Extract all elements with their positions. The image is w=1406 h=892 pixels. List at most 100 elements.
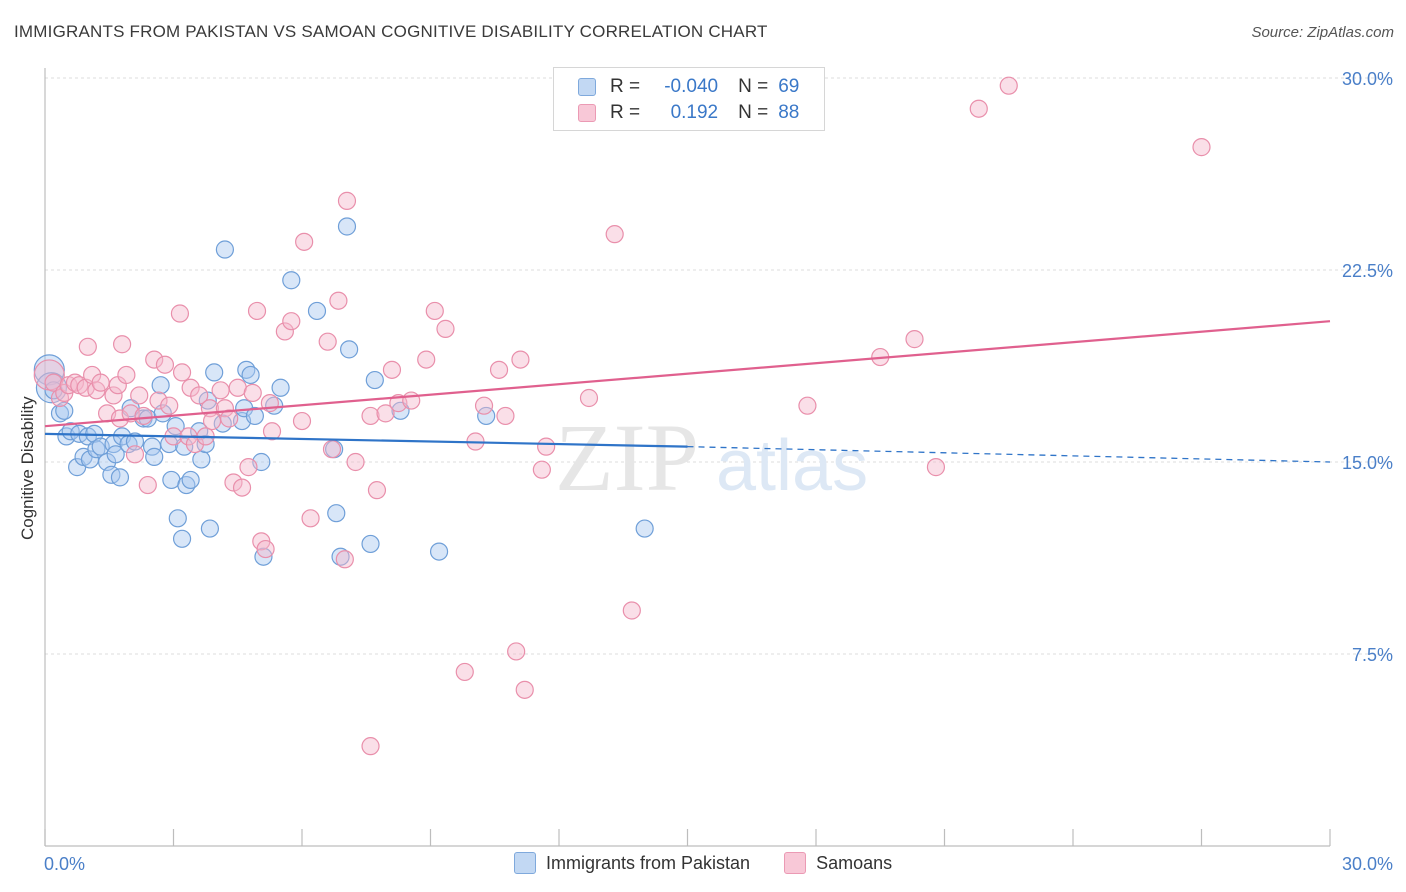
legend-n-value: 88 [778,102,800,123]
samoan-point [376,404,395,423]
legend-swatch-pakistan [578,78,596,96]
series-label-samoan: Samoans [816,852,893,873]
samoan-point [117,365,136,385]
samoan-point [335,550,354,569]
pakistan-point [168,509,187,528]
pakistan-point [35,372,68,404]
samoan-point [417,350,436,369]
samoan-point [138,475,157,495]
y-tick-label: 22.5% [1342,261,1393,281]
series-swatch-samoan [784,852,807,874]
legend-r-label: R = [610,76,641,97]
samoan-point [256,539,275,559]
series-legend-samoan[interactable]: Samoans [784,852,892,874]
samoan-point [262,422,282,441]
samoan-point [402,391,421,410]
samoan-point [239,458,258,477]
legend-row-samoan: R = 0.192 N = 88 [578,101,799,125]
watermark-atlas: atlas [716,426,868,506]
samoan-point [292,411,312,431]
samoan-point [798,396,817,415]
samoan-point [382,360,402,379]
samoan-point [145,350,164,369]
pakistan-point [145,447,164,466]
samoan-point [579,388,599,408]
source-label: Source: ZipAtlas.com [1251,24,1394,41]
pakistan-point [200,519,220,538]
samoan-point [367,481,387,500]
pakistan-point [172,529,192,548]
trend-lines [44,320,1331,463]
pakistan-point [365,370,384,390]
samoan-point [905,330,924,349]
samoan-point [605,225,624,244]
series-legend-pakistan[interactable]: Immigrants from Pakistan [514,852,750,874]
samoan-point [969,99,988,118]
pakistan-point [241,365,260,385]
samoan-point [346,452,365,472]
pakistan-point [282,271,301,290]
legend-r-label: R = [610,102,641,123]
samoan-point [436,319,455,338]
pakistan-trend-line [44,432,688,448]
samoan-point [170,304,190,323]
pakistan-point [110,468,130,487]
samoan-point [125,445,145,464]
pakistan-point [271,378,290,397]
samoan-point [295,232,314,251]
samoan-point [532,460,551,479]
samoan-trend-line [44,320,1331,428]
samoan-point [537,437,556,456]
pakistan-point [192,450,211,469]
samoan-point [134,406,153,426]
samoan-point [202,411,222,431]
samoan-point [224,473,243,492]
x-tick-label: 30.0% [1342,854,1393,874]
samoan-point [232,478,252,497]
series-swatch-pakistan [514,852,536,874]
samoan-point [1192,138,1211,157]
pakistan-point [151,376,170,395]
samoan-point [172,363,192,382]
y-tick-label: 30.0% [1342,69,1393,89]
legend-swatch-samoan [578,104,596,122]
series-label-pakistan: Immigrants from Pakistan [546,852,751,873]
x-tick-label: 0.0% [44,854,85,874]
pakistan-point [635,519,654,538]
legend-r-value: -0.040 [664,76,719,97]
samoan-point [112,335,132,354]
samoan-point [160,396,179,415]
y-tick-label: 15.0% [1342,453,1393,473]
legend-n-label: N = [738,76,769,97]
samoan-point [926,458,946,477]
pakistan-point [205,363,224,382]
samoan-point [149,391,168,410]
samoan-point [220,409,239,428]
pakistan-point [181,470,200,490]
samoan-point [622,601,641,620]
samoan-point [78,337,97,356]
samoan-point [329,291,348,310]
samoan-point [104,386,123,405]
pakistan-trend-extension [687,445,1331,463]
correlation-legend: R = -0.040 N = 69 R = 0.192 N = 88 [553,67,825,131]
samoan-point [361,737,380,756]
watermark: ZIP atlas [555,404,868,511]
series-legend: Immigrants from Pakistan Samoans [514,852,926,874]
samoan-point [130,386,149,405]
y-tick-label: 7.5% [1352,645,1393,665]
legend-row-pakistan: R = -0.040 N = 69 [578,75,799,99]
samoan-point [247,301,267,321]
axes [44,68,1330,847]
samoan-point [275,322,294,341]
pakistan-point [327,504,346,523]
pakistan-point [429,542,449,561]
samoan-point [91,373,110,392]
legend-n-value: 69 [778,76,800,97]
samoan-point [455,662,474,682]
tick-labels: 7.5% 15.0% 22.5% 30.0% 0.0% 30.0% [44,69,1393,874]
pakistan-point [245,406,264,426]
pakistan-points [33,217,654,566]
samoan-point [243,383,262,402]
